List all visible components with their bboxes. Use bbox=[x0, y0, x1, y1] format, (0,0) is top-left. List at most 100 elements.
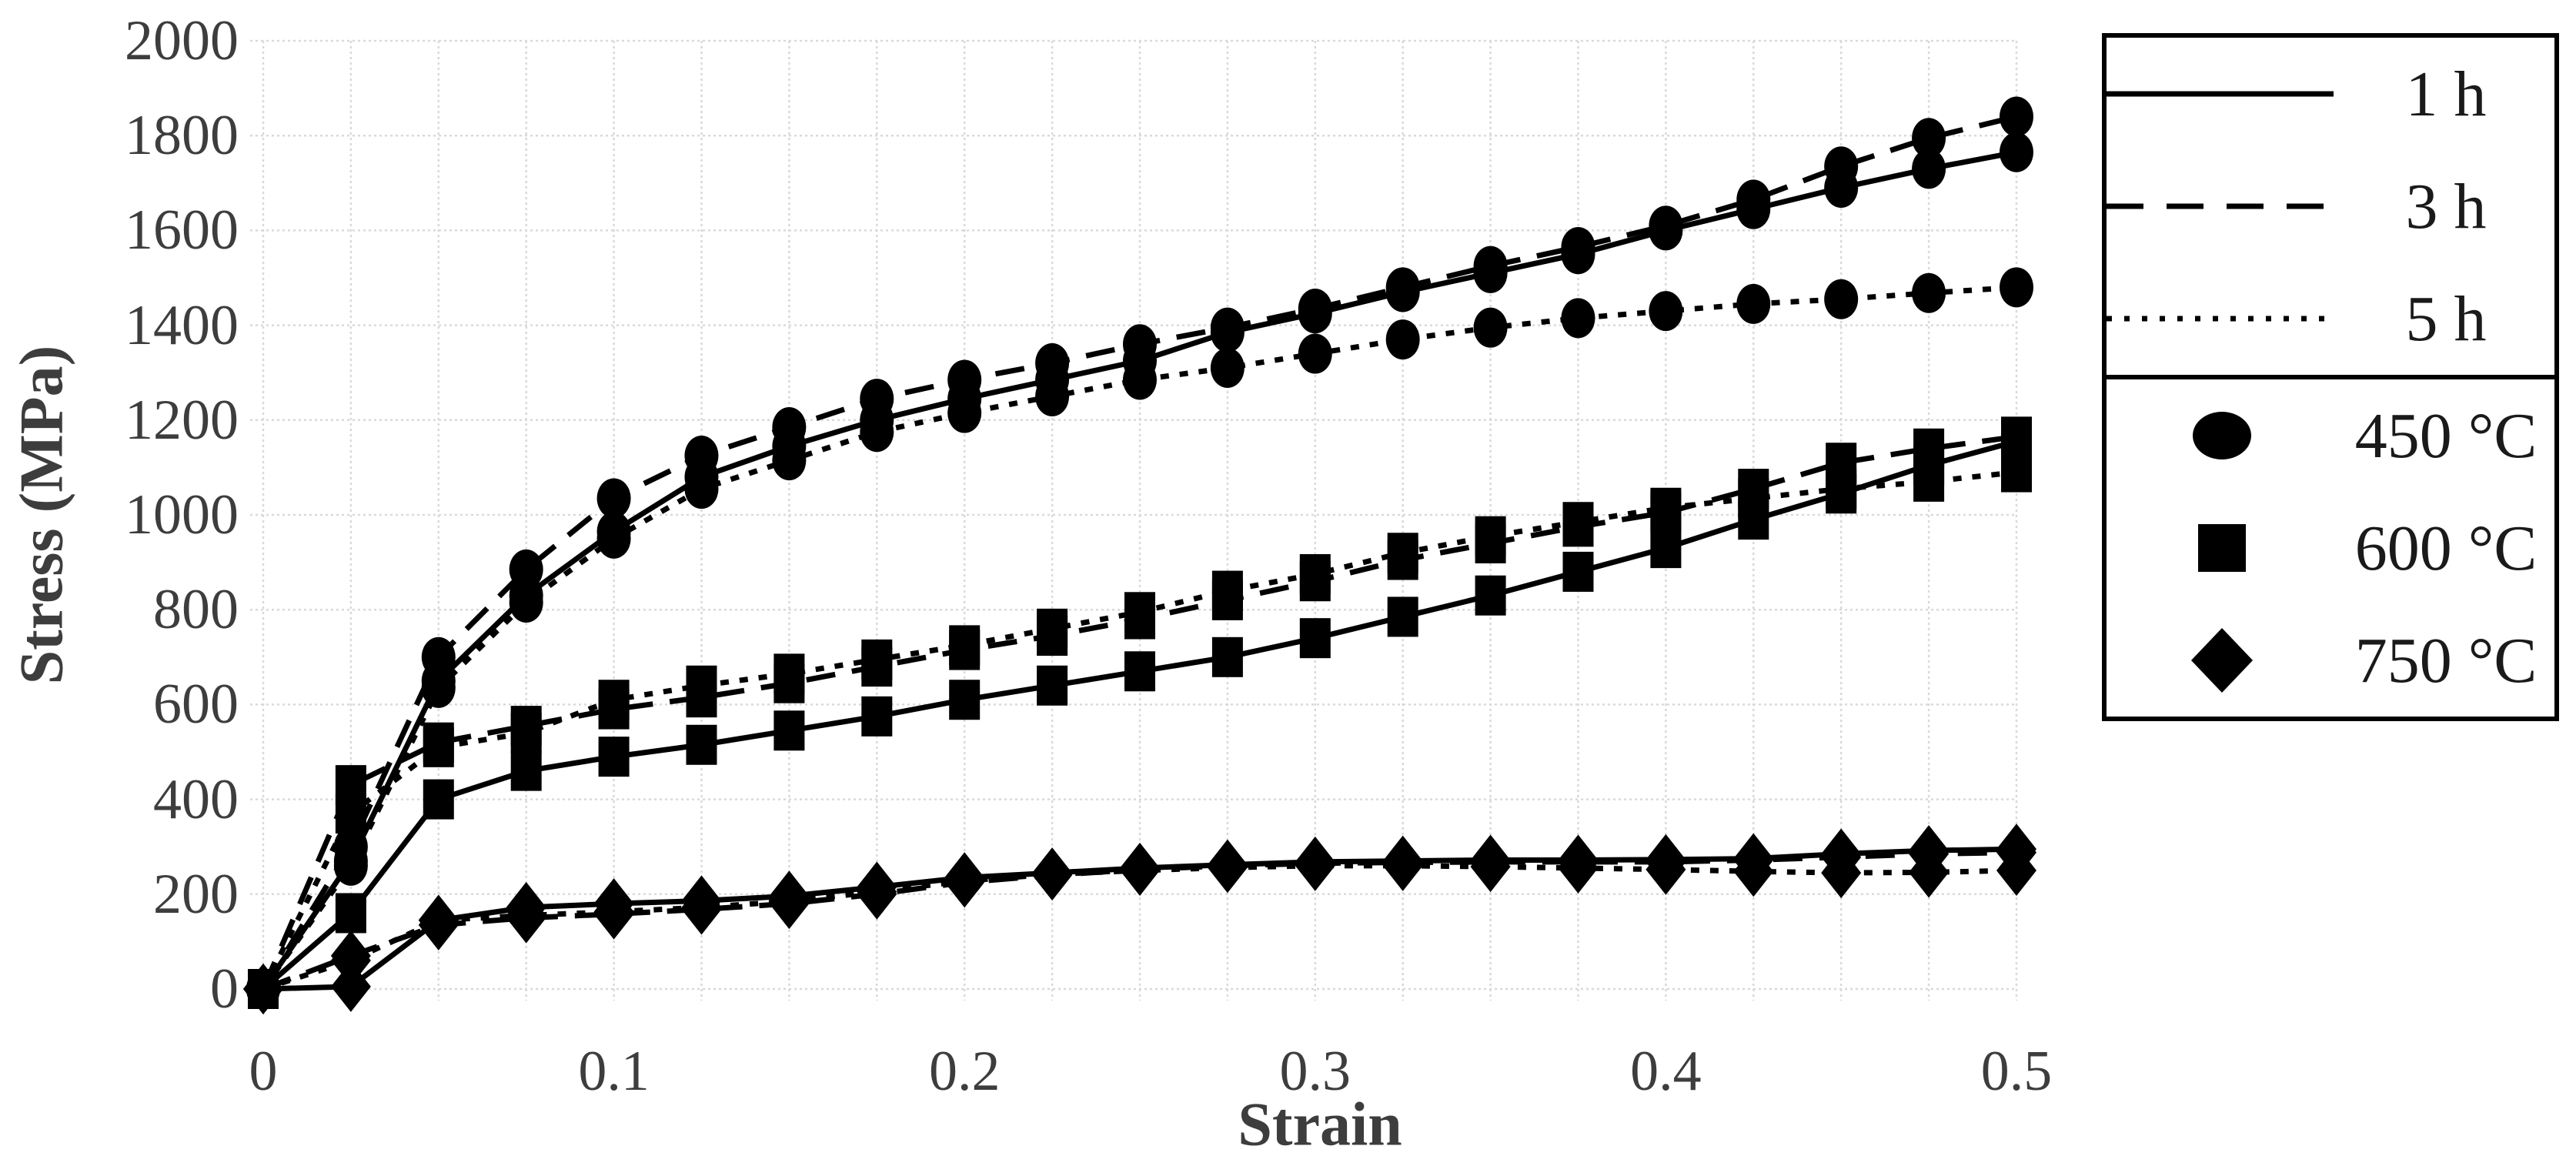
circle-marker bbox=[947, 359, 982, 400]
circle-marker bbox=[509, 582, 543, 623]
square-marker bbox=[1387, 596, 1418, 637]
circle-marker bbox=[2000, 96, 2033, 137]
y-tick-label: 1000 bbox=[125, 483, 239, 546]
y-tick-label: 1600 bbox=[125, 199, 239, 262]
diamond-marker bbox=[1207, 842, 1248, 894]
diamond-marker bbox=[330, 961, 371, 1012]
square-marker bbox=[335, 893, 366, 934]
square-marker bbox=[2001, 452, 2032, 493]
circle-marker bbox=[1385, 267, 1420, 308]
circle-marker bbox=[947, 393, 982, 433]
circle-marker bbox=[2000, 267, 2033, 308]
diamond-marker-icon bbox=[2107, 622, 2337, 699]
y-tick-label: 200 bbox=[153, 862, 239, 926]
y-tick-label: 2000 bbox=[125, 9, 239, 72]
circle-marker bbox=[1123, 324, 1157, 365]
legend-row: 750 °C bbox=[2107, 604, 2554, 717]
circle-marker bbox=[1824, 279, 1859, 319]
square-marker bbox=[598, 680, 630, 720]
square-marker bbox=[1124, 592, 1155, 633]
square-marker bbox=[510, 750, 542, 791]
diamond-marker bbox=[1821, 847, 1862, 899]
circle-marker bbox=[1824, 146, 1859, 187]
circle-marker bbox=[333, 845, 368, 886]
square-marker bbox=[1387, 533, 1418, 573]
x-tick-label: 0.3 bbox=[1279, 1040, 1351, 1103]
circle-marker bbox=[1912, 118, 1946, 159]
short-dash-line-sample-icon bbox=[2107, 311, 2337, 326]
diamond-marker bbox=[1120, 845, 1160, 896]
diamond-marker bbox=[681, 882, 722, 934]
square-marker bbox=[1562, 502, 1594, 543]
diamond-marker bbox=[1558, 842, 1599, 894]
square-marker bbox=[423, 727, 454, 767]
circle-marker bbox=[1736, 283, 1771, 324]
x-tick-label: 0.4 bbox=[1630, 1040, 1702, 1103]
circle-marker bbox=[1561, 298, 1595, 339]
y-tick-label: 1200 bbox=[125, 388, 239, 452]
circle-marker bbox=[1210, 348, 1245, 389]
square-marker bbox=[510, 713, 542, 753]
square-marker bbox=[1826, 469, 1857, 509]
diamond-marker bbox=[857, 866, 897, 917]
square-marker bbox=[1211, 570, 1243, 611]
square-marker bbox=[1650, 487, 1682, 528]
legend-label: 1 h bbox=[2405, 58, 2487, 130]
legend-row: 450 °C bbox=[2107, 379, 2554, 492]
circle-marker bbox=[421, 636, 456, 677]
series-line bbox=[261, 284, 2017, 991]
circle-marker bbox=[1298, 333, 1332, 374]
x-axis-title: Strain bbox=[1238, 1091, 1402, 1159]
circle-marker bbox=[772, 440, 807, 481]
long-dash-line-sample-icon bbox=[2107, 199, 2337, 214]
circle-marker bbox=[1123, 359, 1157, 400]
circle-marker bbox=[1473, 307, 1508, 348]
y-tick-label: 600 bbox=[153, 673, 239, 737]
circle-marker bbox=[1912, 149, 1946, 189]
circle-marker bbox=[1210, 307, 1245, 348]
legend-row: 600 °C bbox=[2107, 492, 2554, 604]
diamond-marker bbox=[1470, 841, 1511, 893]
diamond-marker bbox=[593, 886, 634, 937]
circle-marker bbox=[1649, 205, 1683, 246]
square-marker bbox=[1037, 665, 1068, 706]
square-marker bbox=[861, 696, 893, 737]
square-marker bbox=[1475, 575, 1506, 616]
diamond-marker bbox=[1733, 846, 1774, 897]
square-marker bbox=[1037, 608, 1068, 649]
square-marker bbox=[1211, 636, 1243, 677]
square-marker bbox=[773, 653, 805, 694]
circle-marker bbox=[1298, 289, 1332, 329]
diamond-marker bbox=[330, 935, 371, 987]
square-marker bbox=[773, 710, 805, 751]
y-axis-title: Stress (MPa) bbox=[8, 345, 76, 685]
square-marker bbox=[861, 639, 893, 680]
square-marker bbox=[949, 680, 981, 720]
x-tick-label: 0.1 bbox=[578, 1040, 650, 1103]
circle-marker bbox=[684, 469, 719, 509]
y-tick-label: 1400 bbox=[125, 293, 239, 357]
y-tick-label: 800 bbox=[153, 578, 239, 642]
square-marker bbox=[1475, 516, 1506, 556]
square-marker-icon bbox=[2107, 509, 2337, 586]
circle-marker bbox=[860, 412, 894, 453]
square-marker bbox=[1650, 528, 1682, 569]
legend-line-style-section: 1 h 3 h 5 h bbox=[2107, 38, 2554, 379]
circle-marker bbox=[596, 518, 631, 559]
square-marker bbox=[1562, 551, 1594, 592]
diamond-marker bbox=[1382, 840, 1423, 891]
y-tick-label: 1800 bbox=[125, 104, 239, 168]
diamond-marker bbox=[506, 890, 546, 941]
legend-label: 3 h bbox=[2405, 170, 2487, 242]
legend-label: 600 °C bbox=[2354, 512, 2538, 584]
square-marker bbox=[1124, 651, 1155, 692]
square-marker bbox=[423, 779, 454, 820]
diamond-marker bbox=[418, 894, 459, 946]
x-tick-label: 0.5 bbox=[1980, 1040, 2053, 1103]
circle-marker bbox=[1473, 246, 1508, 286]
diamond-marker bbox=[944, 855, 985, 907]
circle-marker bbox=[596, 478, 631, 519]
circle-marker bbox=[1912, 272, 1946, 313]
